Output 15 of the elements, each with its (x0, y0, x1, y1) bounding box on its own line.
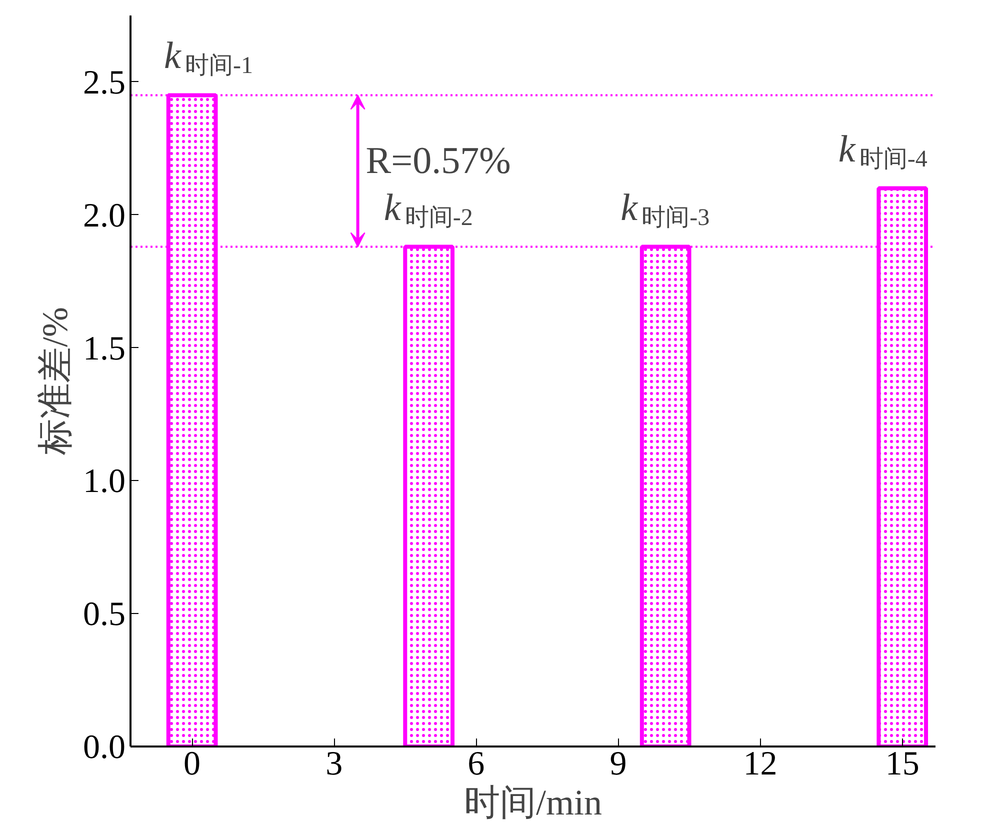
y-tick-label: 1.5 (83, 330, 126, 368)
x-axis-title: 时间/min (464, 782, 602, 822)
y-axis-title: 标准差/% (35, 306, 75, 456)
x-tick-label: 9 (610, 746, 627, 782)
annotation: R=0.57% (366, 140, 511, 182)
x-tick-label: 0 (184, 746, 201, 782)
y-tick-label: 2.5 (83, 64, 126, 102)
y-tick-label: 2.0 (83, 197, 126, 234)
x-tick-label: 12 (743, 746, 778, 782)
x-tick-label: 3 (326, 746, 343, 782)
x-tick-label: 15 (885, 746, 920, 782)
y-tick-label: 1.0 (83, 463, 126, 500)
y-tick-label: 0.0 (83, 729, 126, 766)
x-tick-label: 6 (468, 746, 485, 782)
y-tick-label: 0.5 (83, 596, 126, 634)
